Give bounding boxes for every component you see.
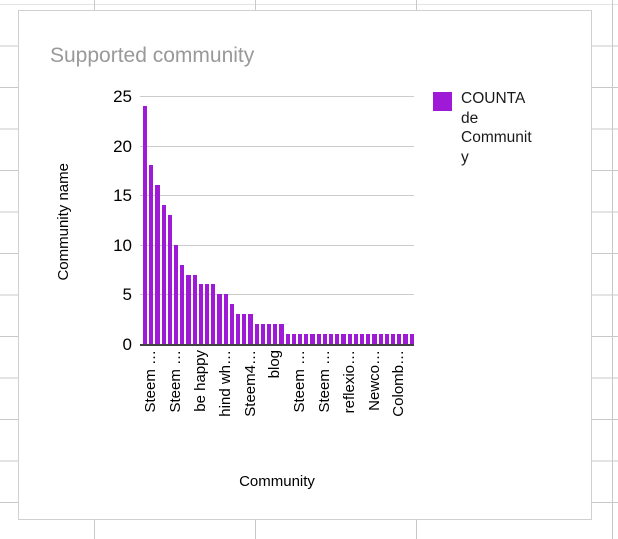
x-axis-tick-label: hind wh… [216, 350, 234, 417]
bar [186, 274, 191, 344]
bar [267, 324, 272, 344]
bar [335, 334, 340, 344]
bar [304, 334, 309, 344]
bar [229, 304, 235, 344]
bar [403, 334, 408, 344]
x-axis-tick-label: Steem4… [241, 350, 259, 417]
bar [298, 334, 303, 344]
y-axis-gridline [140, 244, 414, 246]
bar [310, 334, 315, 344]
bar [347, 334, 352, 344]
x-axis-tick-label: be happy [191, 350, 209, 412]
bar [217, 294, 222, 344]
legend-label: COUNTA de Communit y [461, 90, 532, 166]
spreadsheet-column-border [612, 0, 613, 539]
y-axis-tick-label: 25 [113, 87, 132, 106]
x-axis-title: Community [239, 473, 315, 490]
bar [223, 294, 228, 344]
bar [391, 334, 396, 344]
y-axis-gridline [140, 195, 414, 197]
bar [397, 334, 402, 344]
x-axis-tick-label: Steem … [167, 350, 185, 413]
bar [353, 334, 359, 344]
bar [366, 334, 371, 344]
y-axis-gridline [140, 294, 414, 296]
x-axis-tick-label: Colomb… [390, 350, 408, 417]
x-axis-tick-label: Steem … [315, 350, 333, 413]
bar [192, 274, 197, 344]
bar [161, 205, 166, 344]
bar [167, 215, 173, 344]
x-axis-tick-label: reflexio… [340, 350, 358, 414]
y-axis-tick-label: 15 [113, 186, 132, 206]
y-axis-tick-label: 5 [122, 285, 132, 305]
bar [316, 334, 321, 344]
y-axis-tick-label: 0 [122, 335, 132, 354]
bar [248, 314, 253, 344]
x-axis-tick-label: Steem … [291, 350, 309, 413]
y-axis-title: Community name [55, 163, 72, 281]
bar [279, 324, 284, 344]
bar [384, 334, 390, 344]
bar [409, 334, 414, 344]
bar [260, 324, 266, 344]
bar [372, 334, 377, 344]
bar [329, 334, 334, 344]
y-axis-tick-label: 20 [113, 136, 132, 156]
bar [236, 314, 241, 344]
plot-area [140, 96, 414, 346]
chart-card[interactable]: Supported community 0 5 10 15 20 25 Community… [18, 10, 592, 520]
legend-swatch [433, 92, 452, 111]
bar [378, 334, 383, 344]
bar [149, 165, 154, 344]
y-axis-gridline [140, 145, 414, 147]
bar [205, 284, 210, 344]
bar [322, 334, 328, 344]
x-axis-line [140, 344, 414, 346]
bar [341, 334, 346, 344]
bar [273, 324, 278, 344]
bar [242, 314, 247, 344]
y-axis-tick-label: 10 [113, 235, 132, 255]
bar [174, 244, 179, 344]
x-axis-tick-label: blog [266, 350, 284, 379]
bar [211, 284, 216, 344]
bar [143, 105, 148, 344]
bar [155, 185, 160, 344]
bar [180, 264, 185, 344]
x-axis-tick-label: Newco… [365, 350, 383, 411]
bar [285, 334, 290, 344]
y-axis-gridline [140, 96, 414, 97]
bar [254, 324, 259, 344]
bar [198, 284, 204, 344]
bar [360, 334, 365, 344]
x-axis-tick-label: Steem … [142, 350, 160, 413]
chart-title: Supported community [50, 44, 255, 67]
bar [291, 334, 297, 344]
